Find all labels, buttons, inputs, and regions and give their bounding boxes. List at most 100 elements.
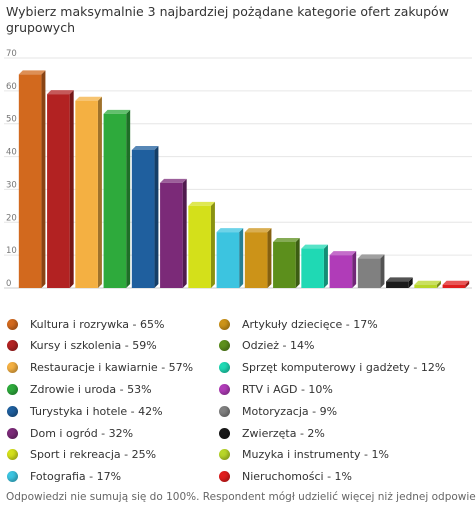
bar-side <box>352 251 357 288</box>
chart-legend: Kultura i rozrywka - 65% Kursy i szkoleni… <box>0 312 476 488</box>
legend-color-dot <box>7 405 18 417</box>
bar-top <box>442 280 470 285</box>
bar-side <box>239 228 244 288</box>
chart-title: Wybierz maksymalnie 3 najbardziej pożąda… <box>6 4 449 35</box>
bar <box>386 281 409 288</box>
bar <box>216 232 240 288</box>
legend-color-dot <box>7 318 18 330</box>
bar-top <box>273 238 300 242</box>
bar-side <box>323 244 328 288</box>
bar-side <box>182 178 187 288</box>
legend-color-dot <box>219 318 230 330</box>
legend-color-dot <box>7 449 18 461</box>
bar-top <box>414 280 441 285</box>
y-tick-label: 70 <box>6 49 17 59</box>
legend-item: Muzyka i instrumenty - 1% <box>219 446 389 464</box>
bar-top <box>160 178 187 183</box>
bar-top <box>386 277 413 282</box>
legend-color-dot <box>219 449 230 461</box>
bar-side <box>295 238 300 288</box>
bar <box>244 232 268 288</box>
bar-top <box>47 90 74 95</box>
bar-top <box>188 201 215 206</box>
legend-item: Dom i ogród - 32% <box>7 424 133 442</box>
legend-label: Restauracje i kawiarnie - 57% <box>30 361 194 375</box>
y-tick-label: 10 <box>6 246 17 256</box>
legend-label: Odzież - 14% <box>242 339 315 353</box>
bar <box>75 100 98 288</box>
bar <box>47 94 70 289</box>
footnote: Odpowiedzi nie sumują się do 100%. Respo… <box>6 491 476 503</box>
legend-color-dot <box>7 383 18 395</box>
y-tick-label: 20 <box>6 213 17 223</box>
legend-label: Sprzęt komputerowy i gadżety - 12% <box>242 361 446 375</box>
y-tick-label: 40 <box>6 148 17 158</box>
legend-label: Zwierzęta - 2% <box>242 426 325 440</box>
legend-label: Turystyka i hotele - 42% <box>30 404 163 418</box>
legend-item: RTV i AGD - 10% <box>219 380 333 398</box>
legend-label: Sport i rekreacja - 25% <box>30 448 157 462</box>
bar-side <box>210 201 215 288</box>
bar-side <box>408 277 413 288</box>
legend-item: Zwierzęta - 2% <box>219 424 325 442</box>
bar-side <box>97 96 102 288</box>
bar <box>103 113 127 288</box>
legend-color-dot <box>219 427 230 439</box>
legend-item: Sport i rekreacja - 25% <box>7 446 156 464</box>
legend-label: Nieruchomości - 1% <box>242 470 352 484</box>
y-tick-label: 30 <box>6 180 17 190</box>
legend-item: Nieruchomości - 1% <box>219 468 352 486</box>
legend-item: Zdrowie i uroda - 53% <box>7 380 152 398</box>
bar-side <box>126 109 131 288</box>
legend-label: Kursy i szkolenia - 59% <box>30 339 157 353</box>
bar <box>188 205 211 288</box>
bar-top <box>18 70 46 75</box>
bar-chart: 0 10 20 30 40 50 60 70 <box>4 49 472 289</box>
legend-color-dot <box>219 471 230 483</box>
legend-label: Artykuły dziecięce - 17% <box>242 317 378 331</box>
legend-item: Kultura i rozrywka - 65% <box>7 315 164 333</box>
legend-color-dot <box>7 340 18 352</box>
legend-label: Kultura i rozrywka - 65% <box>30 317 165 331</box>
bar <box>160 182 183 288</box>
bar <box>442 284 466 288</box>
bar-top <box>131 146 159 150</box>
bar <box>414 284 437 288</box>
legend-label: Dom i ogród - 32% <box>30 426 134 440</box>
bar-top <box>216 228 244 233</box>
bar-top <box>329 251 357 256</box>
bar <box>357 258 381 288</box>
legend-color-dot <box>219 405 230 417</box>
legend-item: Motoryzacja - 9% <box>219 402 337 420</box>
y-tick-label: 0 <box>6 279 11 289</box>
bar <box>329 255 353 288</box>
legend-item: Restauracje i kawiarnie - 57% <box>7 359 193 377</box>
legend-item: Artykuły dziecięce - 17% <box>219 315 378 333</box>
legend-label: RTV i AGD - 10% <box>242 382 333 396</box>
bar <box>131 150 155 288</box>
bar-side <box>380 254 385 288</box>
bar-top <box>301 244 328 249</box>
legend-item: Fotografia - 17% <box>7 468 121 486</box>
legend-item: Sprzęt komputerowy i gadżety - 12% <box>219 359 445 377</box>
bar-side <box>267 228 272 288</box>
bar-side <box>41 70 46 288</box>
legend-item: Odzież - 14% <box>219 337 314 355</box>
legend-label: Zdrowie i uroda - 53% <box>30 382 152 396</box>
legend-item: Kursy i szkolenia - 59% <box>7 337 157 355</box>
bar-top <box>75 96 102 101</box>
legend-label: Fotografia - 17% <box>30 470 122 484</box>
bar-side <box>436 280 441 288</box>
legend-color-dot <box>7 471 18 483</box>
y-tick-label: 50 <box>6 115 17 125</box>
legend-label: Motoryzacja - 9% <box>242 404 338 418</box>
legend-color-dot <box>7 362 18 374</box>
y-tick-label: 60 <box>6 82 17 92</box>
legend-color-dot <box>219 340 230 352</box>
bar <box>301 248 324 288</box>
bar-side <box>154 146 159 288</box>
bar <box>273 242 296 288</box>
legend-item: Turystyka i hotele - 42% <box>7 402 163 420</box>
bar-top <box>244 228 272 233</box>
legend-color-dot <box>219 383 230 395</box>
